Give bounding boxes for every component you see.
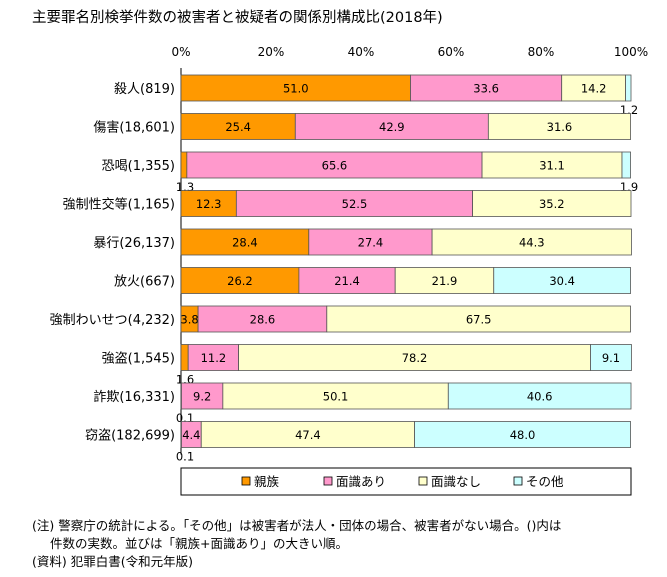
- bar-segment: [326, 305, 631, 333]
- data-label: 0.1: [176, 450, 194, 464]
- data-label: 3.8: [180, 313, 198, 327]
- data-label: 51.0: [283, 82, 309, 96]
- data-label: 11.2: [201, 351, 227, 365]
- bar-segment: [186, 151, 483, 179]
- legend-swatch: [323, 476, 333, 486]
- source-note: (資料) 犯罪白書(令和元年版): [32, 554, 193, 569]
- data-label: 52.5: [342, 197, 368, 211]
- bar-segment: [180, 267, 300, 294]
- data-label: 31.6: [547, 120, 573, 134]
- chart: 主要罪名別検挙件数の被害者と被疑者の関係別構成比(2018年) 0% 20% 40%…: [32, 9, 648, 496]
- data-label: 78.2: [402, 351, 428, 365]
- category-label: 恐喝(1,355): [102, 159, 175, 174]
- data-label: 48.0: [510, 428, 536, 442]
- category-label: 傷害(18,601): [93, 120, 175, 136]
- bar-segment: [472, 190, 632, 217]
- category-label: 強盗(1,545): [102, 351, 175, 367]
- category-label: 殺人(819): [114, 82, 175, 97]
- chart-title: 主要罪名別検挙件数の被害者と被疑者の関係別構成比(2018年): [32, 9, 443, 26]
- bars: 51.0 33.6 14.21.225.4 42.9 31.61.365.6 31.11.…: [176, 74, 638, 464]
- bar-segment: [487, 113, 631, 140]
- x-tick-label: 60%: [438, 45, 465, 59]
- data-label: 30.4: [549, 274, 575, 288]
- data-label: 42.9: [379, 120, 405, 134]
- data-label: 31.1: [539, 159, 565, 173]
- note-line-2: 件数の実数。並びは「親族+面識あり」の大きい順。: [50, 536, 348, 551]
- data-label: 14.2: [581, 82, 607, 96]
- data-label: 40.6: [527, 390, 553, 404]
- category-label: 窃盗(182,699): [85, 428, 175, 444]
- category-label: 放火(667): [114, 275, 175, 290]
- data-label: 28.6: [250, 313, 276, 327]
- category-labels: 殺人(819) 傷害(18,601) 恐喝(1,355) 強制性交等(1,165) 暴行…: [50, 82, 175, 444]
- x-tick-label: 40%: [348, 45, 375, 59]
- category-label: 強制性交等(1,165): [63, 197, 175, 213]
- category-label: 暴行(26,137): [93, 236, 175, 251]
- data-label: 33.6: [473, 82, 499, 96]
- category-label: 強制わいせつ(4,232): [50, 313, 175, 328]
- data-label: 50.1: [323, 390, 349, 404]
- data-label: 12.3: [196, 197, 222, 211]
- legend-label: 親族: [254, 474, 280, 489]
- x-tick-label: 0%: [171, 45, 190, 59]
- bar-segment: [431, 228, 632, 256]
- bar-segment: [238, 344, 591, 371]
- legend-swatch: [418, 476, 428, 486]
- bar-segment: [180, 113, 296, 140]
- data-label: 44.3: [519, 236, 545, 250]
- note-line-1: (注) 警察庁の統計による。「その他」は被害者が法人・団体の場合、被害者がない場…: [32, 518, 562, 533]
- bar-segment: [180, 344, 189, 371]
- data-label: 9.2: [193, 390, 211, 404]
- legend-label: その他: [526, 474, 564, 489]
- bar-segment: [180, 190, 237, 217]
- bar-segment: [447, 382, 632, 410]
- legend-label: 面識なし: [431, 474, 481, 489]
- data-label: 9.1: [602, 351, 620, 365]
- bar-segment: [181, 382, 224, 410]
- legend-swatch: [241, 476, 251, 486]
- data-label: 25.4: [225, 120, 251, 134]
- bar-segment: [621, 151, 631, 179]
- bar-segment: [625, 74, 632, 102]
- bar-segment: [235, 190, 474, 217]
- data-label: 35.2: [539, 197, 565, 211]
- data-label: 67.5: [466, 313, 492, 327]
- bar-segment: [410, 74, 563, 102]
- legend-box: [180, 467, 632, 496]
- legend: 親族 面識あり 面識なし その他: [180, 467, 632, 496]
- bar-segment: [481, 151, 623, 179]
- x-tick-label: 100%: [614, 45, 648, 59]
- data-label: 21.4: [334, 274, 360, 288]
- bar-segment: [180, 228, 310, 256]
- bar-segment: [414, 421, 631, 448]
- data-label: 4.4: [182, 428, 200, 442]
- x-tick-label: 20%: [258, 45, 285, 59]
- data-label: 26.2: [227, 274, 253, 288]
- bar-segment: [590, 344, 632, 371]
- bar-segment: [298, 267, 396, 294]
- bar-segment: [200, 421, 415, 448]
- bar-segment: [308, 228, 433, 256]
- x-tick-label: 80%: [528, 45, 555, 59]
- data-label: 21.9: [432, 274, 458, 288]
- data-label: 47.4: [295, 428, 321, 442]
- legend-label: 面識あり: [336, 474, 386, 489]
- category-label: 詐欺(16,331): [93, 389, 175, 405]
- data-label: 27.4: [358, 236, 384, 250]
- bar-segment: [180, 74, 411, 102]
- data-label: 65.6: [322, 159, 348, 173]
- bar-segment: [493, 267, 631, 294]
- data-label: 28.4: [232, 236, 258, 250]
- legend-swatch: [513, 476, 523, 486]
- bar-segment: [180, 151, 188, 179]
